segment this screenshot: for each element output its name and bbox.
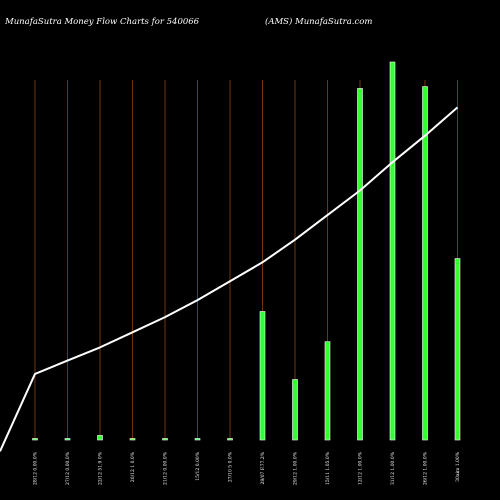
line-layer <box>0 106 459 452</box>
x-axis-labels: 28/12 0.00.0% 27/12 0.00.0% 22/12 51.9 0% 2… <box>33 451 462 485</box>
bar <box>357 88 363 441</box>
x-tick-label: 28/07 F.77.2% <box>260 451 266 484</box>
x-tick-label: 20/12 1 0.0% <box>130 451 136 482</box>
bar <box>324 341 331 441</box>
x-tick-label: 12/12 1.00.0% <box>358 451 364 485</box>
x-tick-label: 26/12 1.00.0% <box>423 451 429 485</box>
x-tick-label: 21/12 0.00.0% <box>163 451 169 485</box>
x-tick-label: 22/12 51.9 0% <box>98 451 104 485</box>
bar <box>194 438 201 441</box>
x-tick-label: 28/12 0.00.0% <box>33 451 39 485</box>
bar <box>454 258 461 441</box>
bar <box>389 61 396 441</box>
bar <box>292 379 298 441</box>
bar <box>162 438 168 441</box>
chart-title: MunafaSutra Money Flow Charts for 540066 <box>4 17 200 27</box>
chart-source: (AMS) MunafaSutra.com <box>265 16 372 27</box>
x-tick-label: 31/12 1.00.0% <box>390 451 396 485</box>
bar <box>422 86 428 441</box>
bar <box>97 435 103 441</box>
x-tick-label: 15/12 0.00% <box>195 451 201 480</box>
x-tick-label: 15/11 1.05.0% <box>325 451 331 485</box>
x-tick-label: 27/10 5 0.0% <box>228 451 234 482</box>
bar-layer <box>32 61 461 441</box>
x-tick-label: 30aim 1.00% <box>455 451 461 482</box>
bar <box>64 438 71 441</box>
trend-line <box>0 106 459 452</box>
bar <box>32 438 38 441</box>
bar <box>227 438 233 441</box>
bar <box>259 311 266 441</box>
bar <box>129 438 136 441</box>
x-tick-label: 27/12 0.00.0% <box>65 451 71 485</box>
x-tick-label: 29/12 1.00.0% <box>293 451 299 485</box>
